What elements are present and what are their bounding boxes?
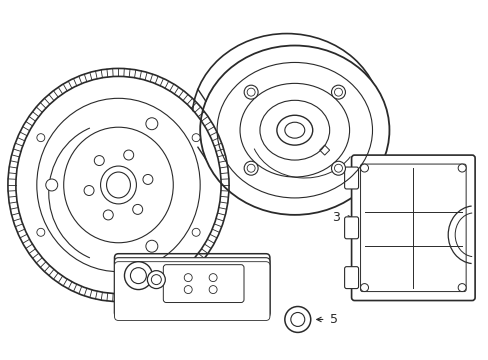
Ellipse shape bbox=[103, 210, 113, 220]
Ellipse shape bbox=[130, 268, 146, 284]
Ellipse shape bbox=[192, 134, 200, 141]
Ellipse shape bbox=[192, 33, 381, 203]
Text: 3: 3 bbox=[331, 211, 339, 224]
Ellipse shape bbox=[184, 285, 192, 293]
Ellipse shape bbox=[147, 271, 165, 289]
Ellipse shape bbox=[331, 85, 345, 99]
Ellipse shape bbox=[198, 44, 390, 217]
Text: 4: 4 bbox=[191, 287, 199, 300]
Ellipse shape bbox=[244, 161, 258, 175]
FancyBboxPatch shape bbox=[344, 167, 358, 189]
FancyBboxPatch shape bbox=[114, 258, 269, 319]
Ellipse shape bbox=[124, 262, 152, 289]
Ellipse shape bbox=[106, 172, 130, 198]
Ellipse shape bbox=[209, 274, 217, 282]
FancyBboxPatch shape bbox=[114, 262, 269, 320]
Ellipse shape bbox=[123, 150, 133, 160]
Ellipse shape bbox=[209, 285, 217, 293]
Ellipse shape bbox=[285, 306, 310, 332]
Ellipse shape bbox=[244, 85, 258, 99]
Ellipse shape bbox=[94, 156, 104, 166]
Ellipse shape bbox=[101, 166, 136, 204]
Ellipse shape bbox=[184, 274, 192, 282]
Ellipse shape bbox=[200, 45, 388, 215]
Ellipse shape bbox=[132, 204, 142, 215]
Ellipse shape bbox=[46, 179, 58, 191]
Ellipse shape bbox=[145, 240, 158, 252]
Bar bbox=[113, 250, 270, 320]
Ellipse shape bbox=[7, 67, 229, 302]
Ellipse shape bbox=[17, 77, 220, 293]
Ellipse shape bbox=[37, 228, 45, 236]
Text: 5: 5 bbox=[329, 313, 337, 326]
Text: 2: 2 bbox=[373, 141, 381, 155]
Ellipse shape bbox=[290, 312, 304, 327]
Ellipse shape bbox=[145, 118, 158, 130]
FancyBboxPatch shape bbox=[351, 155, 474, 301]
Ellipse shape bbox=[360, 164, 368, 172]
Text: 1: 1 bbox=[187, 215, 195, 228]
Ellipse shape bbox=[276, 115, 312, 145]
FancyBboxPatch shape bbox=[114, 254, 269, 316]
Ellipse shape bbox=[37, 134, 45, 141]
FancyBboxPatch shape bbox=[344, 267, 358, 289]
Ellipse shape bbox=[285, 122, 304, 138]
FancyBboxPatch shape bbox=[344, 217, 358, 239]
Ellipse shape bbox=[63, 127, 173, 243]
Ellipse shape bbox=[360, 284, 368, 292]
Ellipse shape bbox=[457, 164, 465, 172]
Bar bbox=[352, 156, 473, 300]
Ellipse shape bbox=[457, 284, 465, 292]
Ellipse shape bbox=[331, 161, 345, 175]
Ellipse shape bbox=[151, 275, 161, 285]
Ellipse shape bbox=[84, 185, 94, 195]
Ellipse shape bbox=[142, 175, 153, 184]
Ellipse shape bbox=[192, 228, 200, 236]
